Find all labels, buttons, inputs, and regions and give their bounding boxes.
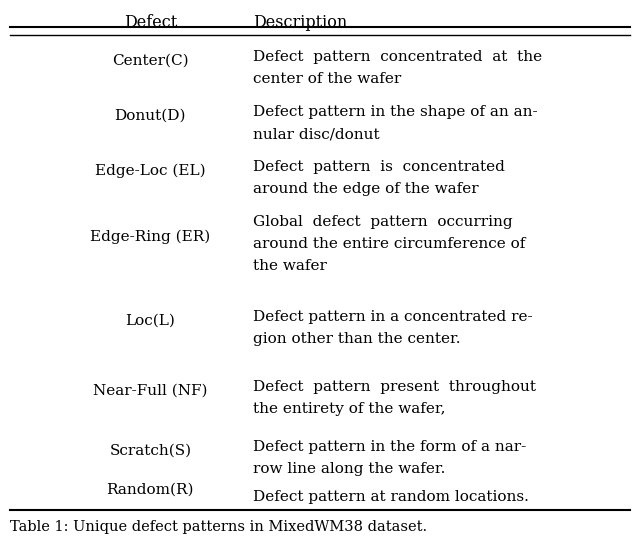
Text: around the entire circumference of: around the entire circumference of	[253, 237, 525, 251]
Text: Edge-Ring (ER): Edge-Ring (ER)	[90, 230, 211, 244]
Text: row line along the wafer.: row line along the wafer.	[253, 462, 445, 476]
Text: Global  defect  pattern  occurring: Global defect pattern occurring	[253, 215, 513, 229]
Text: Description: Description	[253, 14, 347, 31]
Text: Near-Full (NF): Near-Full (NF)	[93, 384, 207, 398]
Text: nular disc/donut: nular disc/donut	[253, 127, 380, 141]
Text: the wafer: the wafer	[253, 259, 326, 273]
Text: around the edge of the wafer: around the edge of the wafer	[253, 182, 479, 196]
Text: Scratch(S): Scratch(S)	[109, 444, 191, 458]
Text: Loc(L): Loc(L)	[125, 314, 175, 328]
Text: Defect  pattern  is  concentrated: Defect pattern is concentrated	[253, 160, 505, 174]
Text: Defect pattern in the shape of an an-: Defect pattern in the shape of an an-	[253, 105, 538, 119]
Text: Random(R): Random(R)	[107, 483, 194, 497]
Text: Defect pattern at random locations.: Defect pattern at random locations.	[253, 490, 529, 504]
Text: center of the wafer: center of the wafer	[253, 72, 401, 86]
Text: Defect  pattern  present  throughout: Defect pattern present throughout	[253, 380, 536, 394]
Text: Defect: Defect	[124, 14, 177, 31]
Text: Center(C): Center(C)	[112, 54, 189, 68]
Text: Defect pattern in the form of a nar-: Defect pattern in the form of a nar-	[253, 440, 526, 454]
Text: gion other than the center.: gion other than the center.	[253, 332, 460, 346]
Text: the entirety of the wafer,: the entirety of the wafer,	[253, 402, 445, 416]
Text: Table 1: Unique defect patterns in MixedWM38 dataset.: Table 1: Unique defect patterns in Mixed…	[10, 520, 427, 534]
Text: Defect pattern in a concentrated re-: Defect pattern in a concentrated re-	[253, 310, 532, 324]
Text: Edge-Loc (EL): Edge-Loc (EL)	[95, 164, 205, 178]
Text: Donut(D): Donut(D)	[115, 109, 186, 123]
Text: Defect  pattern  concentrated  at  the: Defect pattern concentrated at the	[253, 50, 542, 64]
